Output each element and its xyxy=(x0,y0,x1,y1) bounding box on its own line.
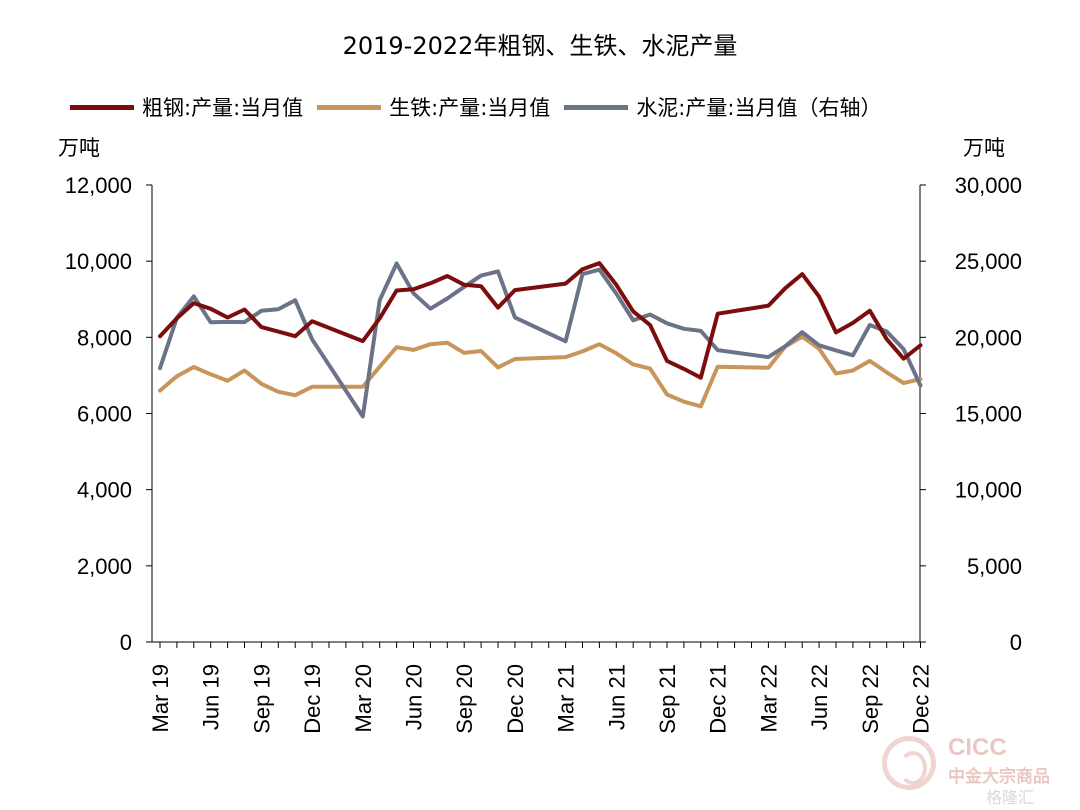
watermark-name: 中金大宗商品 xyxy=(948,767,1050,787)
legend-label-cement: 水泥:产量:当月值（右轴） xyxy=(636,96,882,120)
x-tick-label: Jun 20 xyxy=(402,664,427,730)
right-y-tick-label: 25,000 xyxy=(955,249,1022,274)
right-y-tick-label: 15,000 xyxy=(955,402,1022,427)
x-tick-label: Jun 19 xyxy=(199,664,224,730)
right-y-tick-label: 10,000 xyxy=(955,478,1022,503)
x-tick-label: Sep 22 xyxy=(858,664,883,734)
x-tick-label: Jun 22 xyxy=(807,664,832,730)
x-tick-label: Sep 21 xyxy=(655,664,680,734)
left-y-tick-label: 12,000 xyxy=(65,173,132,198)
chart-legend: 粗钢:产量:当月值 生铁:产量:当月值 水泥:产量:当月值（右轴） xyxy=(70,92,895,122)
x-tick-label: Dec 22 xyxy=(909,664,934,734)
right-y-tick-label: 30,000 xyxy=(955,173,1022,198)
x-tick-label: Mar 21 xyxy=(554,664,579,732)
legend-item-cement: 水泥:产量:当月值（右轴） xyxy=(564,92,881,122)
watermark-site: 格隆汇 xyxy=(986,788,1035,807)
right-y-tick-label: 20,000 xyxy=(955,325,1022,350)
x-tick-label: Sep 19 xyxy=(249,664,274,734)
left-y-tick-label: 6,000 xyxy=(77,402,132,427)
legend-label-steel: 粗钢:产量:当月值 xyxy=(142,96,304,120)
left-y-tick-label: 8,000 xyxy=(77,325,132,350)
x-tick-label: Dec 19 xyxy=(300,664,325,734)
watermark: CICC 中金大宗商品 格隆汇 xyxy=(882,730,1072,807)
right-axis-unit: 万吨 xyxy=(963,136,1005,160)
x-tick-label: Jun 21 xyxy=(604,664,629,730)
left-y-tick-label: 10,000 xyxy=(65,249,132,274)
chart-title: 2019-2022年粗钢、生铁、水泥产量 xyxy=(342,32,738,60)
left-y-tick-label: 4,000 xyxy=(77,478,132,503)
series-line-2 xyxy=(158,261,923,419)
x-tick-label: Mar 22 xyxy=(756,664,781,732)
x-tick-label: Mar 20 xyxy=(351,664,376,732)
right-y-tick-label: 0 xyxy=(1010,630,1022,655)
x-tick-label: Dec 20 xyxy=(503,664,528,734)
legend-label-pig-iron: 生铁:产量:当月值 xyxy=(389,96,551,120)
legend-swatch-pig-iron xyxy=(317,104,382,110)
right-y-tick-label: 5,000 xyxy=(967,554,1022,579)
series-line-0 xyxy=(158,261,923,380)
x-tick-label: Mar 19 xyxy=(148,664,173,732)
left-y-tick-label: 0 xyxy=(120,630,132,655)
left-axis-unit: 万吨 xyxy=(58,136,100,160)
watermark-brand: CICC xyxy=(948,734,1007,761)
x-tick-label: Dec 21 xyxy=(706,664,731,734)
left-y-tick-label: 2,000 xyxy=(77,554,132,579)
legend-item-pig-iron: 生铁:产量:当月值 xyxy=(317,92,550,122)
x-tick-label: Sep 20 xyxy=(452,664,477,734)
legend-swatch-steel xyxy=(70,104,134,110)
series-line-1 xyxy=(158,334,923,409)
cicc-logo-icon xyxy=(882,736,936,790)
legend-item-steel: 粗钢:产量:当月值 xyxy=(70,92,303,122)
legend-swatch-cement xyxy=(564,104,629,110)
